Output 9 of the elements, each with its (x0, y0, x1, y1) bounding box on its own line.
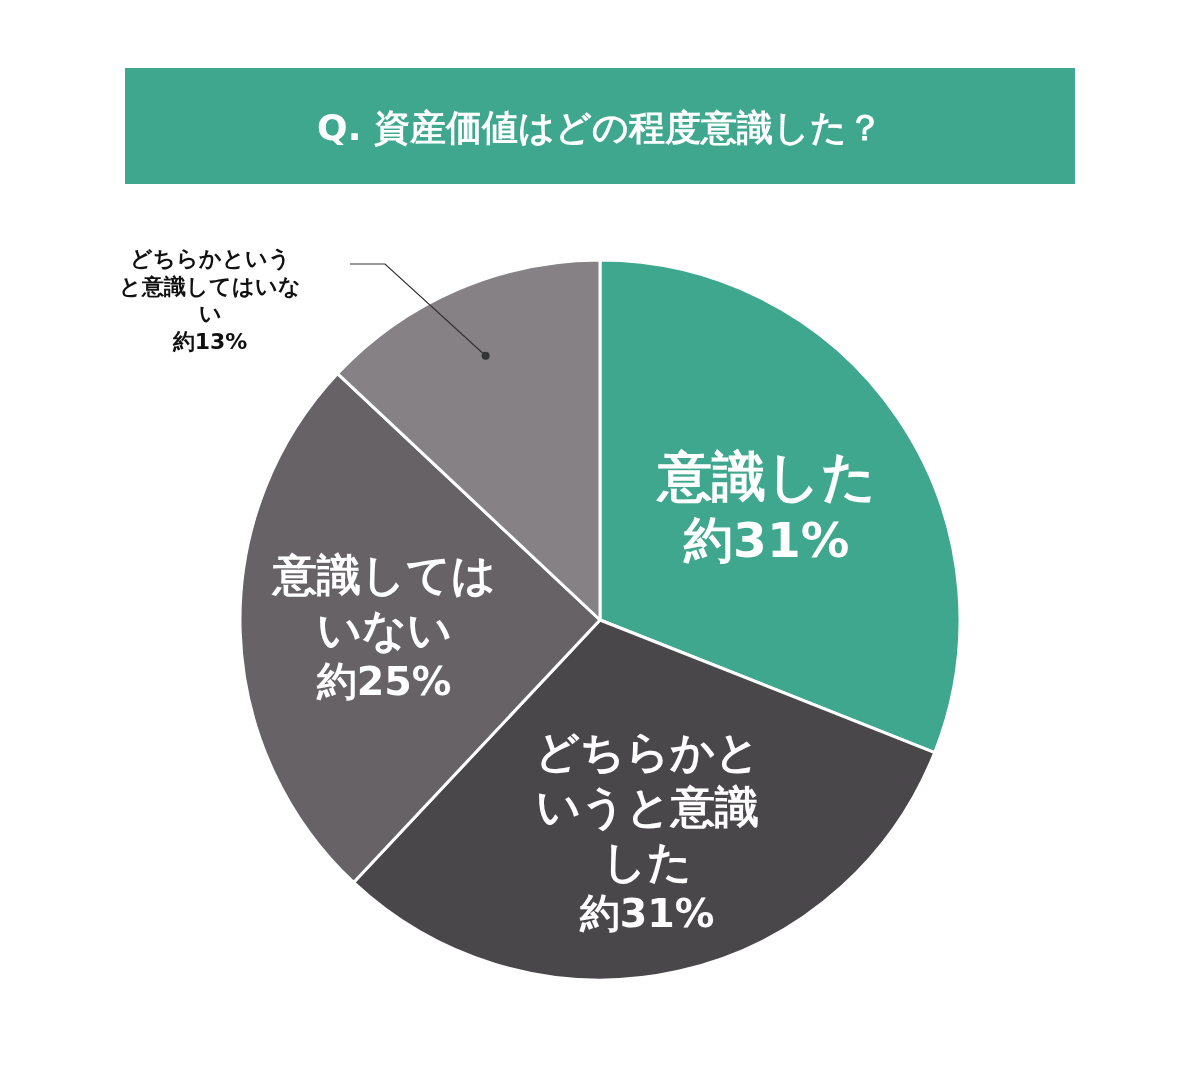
chart-title: Q. 資産価値はどの程度意識した？ (317, 107, 883, 148)
data-label: 約13% (171, 327, 249, 355)
data-label: 約31% (578, 888, 716, 938)
data-label: 約31% (682, 511, 851, 571)
slice-label: 意識した (655, 443, 877, 510)
slice-label: どちらかというと意識した (533, 724, 761, 889)
data-label: 約25% (315, 657, 453, 707)
slice-label: 意識してはいない (270, 548, 497, 658)
slice-label: どちらかというと意識してはいない (118, 245, 302, 328)
